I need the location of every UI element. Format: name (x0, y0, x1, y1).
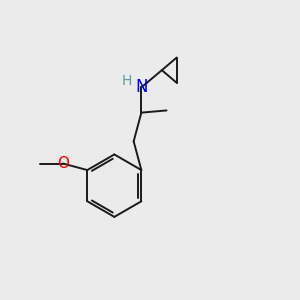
Text: N: N (135, 78, 148, 96)
Text: H: H (122, 74, 132, 88)
Text: O: O (57, 156, 69, 171)
